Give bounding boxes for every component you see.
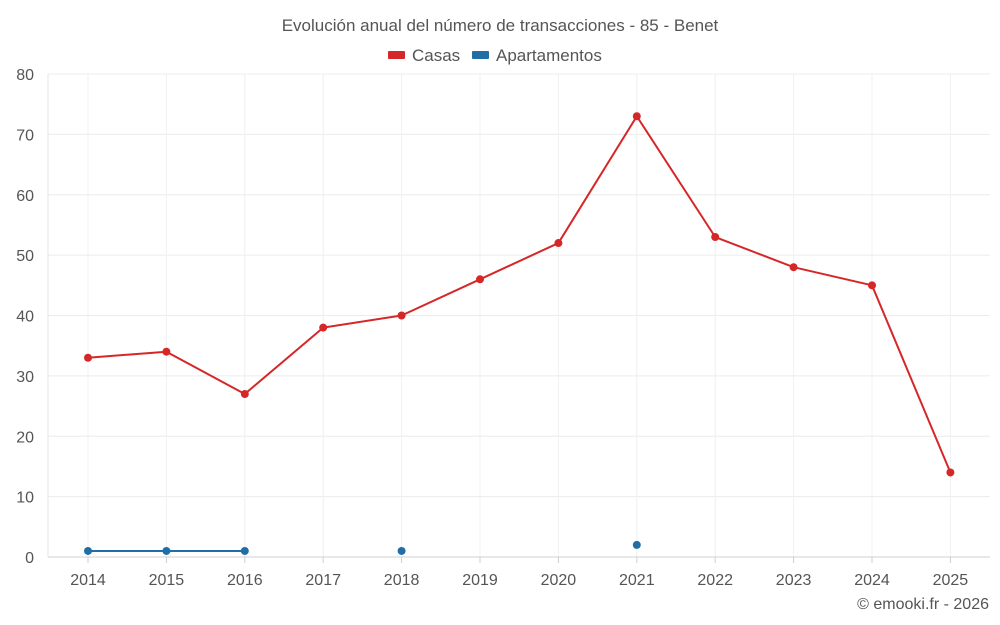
data-point-casas-2018[interactable] xyxy=(397,311,406,320)
data-point-casas-2019[interactable] xyxy=(476,275,484,284)
x-tick-label: 2025 xyxy=(933,572,969,589)
legend: Casas Apartamentos xyxy=(388,46,602,65)
x-tick-label: 2022 xyxy=(697,572,733,589)
data-point-casas-2025[interactable] xyxy=(946,468,955,477)
x-tick-label: 2020 xyxy=(541,572,577,589)
series-line-casas xyxy=(87,115,952,473)
x-tick-label: 2018 xyxy=(384,572,420,589)
y-tick-label: 70 xyxy=(16,127,34,144)
grid xyxy=(48,73,990,557)
data-point-casas-2014[interactable] xyxy=(84,353,92,362)
y-tick-label: 40 xyxy=(16,309,34,326)
data-point-casas-2020[interactable] xyxy=(554,239,563,248)
x-tick-label: 2024 xyxy=(854,572,890,589)
x-tick-label: 2023 xyxy=(776,572,812,589)
data-point-casas-2016[interactable] xyxy=(240,389,249,398)
y-axis: 0 10 20 30 40 50 60 70 80 xyxy=(16,67,49,567)
x-tick-label: 2021 xyxy=(619,572,655,589)
data-point-casas-2017[interactable] xyxy=(319,323,328,332)
legend-swatch-apartamentos xyxy=(472,51,489,59)
legend-label-apartamentos: Apartamentos xyxy=(496,46,602,65)
data-point-casas-2021[interactable] xyxy=(632,112,641,121)
data-point-apartamentos-2014[interactable] xyxy=(84,546,92,555)
credit-text: © emooki.fr - 2026 xyxy=(857,596,989,613)
x-axis: 2014 2015 2016 2017 2018 2019 2020 2021 2022 2023… xyxy=(48,556,990,589)
x-tick-label: 2016 xyxy=(227,572,263,589)
data-point-apartamentos-2015[interactable] xyxy=(162,546,171,555)
legend-item-apartamentos[interactable]: Apartamentos xyxy=(472,46,602,65)
legend-item-casas[interactable]: Casas xyxy=(388,46,460,65)
data-point-apartamentos-2021[interactable] xyxy=(632,540,641,549)
data-point-apartamentos-2016[interactable] xyxy=(240,546,249,555)
data-point-casas-2023[interactable] xyxy=(789,263,798,272)
data-point-casas-2015[interactable] xyxy=(162,347,171,356)
y-tick-label: 50 xyxy=(16,248,34,265)
data-point-apartamentos-2018[interactable] xyxy=(397,546,406,555)
y-tick-label: 10 xyxy=(16,490,34,507)
y-tick-label: 0 xyxy=(25,550,34,567)
x-tick-label: 2017 xyxy=(305,572,341,589)
y-tick-label: 60 xyxy=(16,188,34,205)
y-tick-label: 80 xyxy=(16,67,34,84)
y-tick-label: 30 xyxy=(16,369,34,386)
x-tick-label: 2015 xyxy=(149,572,185,589)
data-point-casas-2024[interactable] xyxy=(868,281,876,290)
x-tick-label: 2014 xyxy=(70,572,106,589)
chart-title: Evolución anual del número de transaccio… xyxy=(282,16,719,35)
legend-label-casas: Casas xyxy=(412,46,460,65)
y-tick-label: 20 xyxy=(16,429,34,446)
x-tick-label: 2019 xyxy=(462,572,498,589)
plot-area xyxy=(84,112,955,555)
legend-swatch-casas xyxy=(388,51,405,59)
data-point-casas-2022[interactable] xyxy=(711,233,720,242)
